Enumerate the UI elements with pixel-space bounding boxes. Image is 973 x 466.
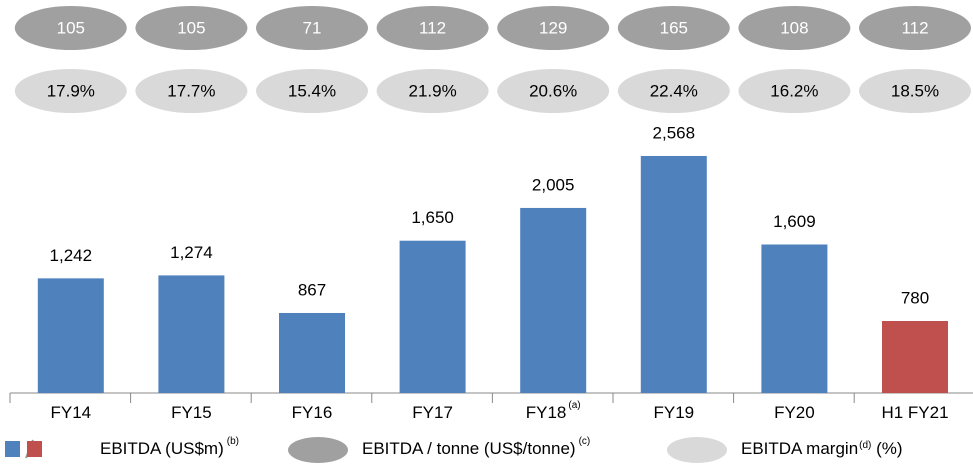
value-label: 780 — [901, 288, 929, 307]
legend-swatch-red — [27, 441, 42, 457]
value-label: 1,609 — [773, 212, 816, 231]
tonne-ellipse — [738, 6, 851, 50]
x-tick-label: FY14 — [50, 403, 91, 422]
bar — [520, 207, 587, 393]
category-note: (a) — [568, 400, 580, 411]
bar — [882, 321, 948, 393]
bar — [158, 275, 225, 393]
tonne-label: 71 — [303, 18, 322, 37]
category: FY19 — [653, 403, 694, 422]
margin-label: 20.6% — [529, 81, 577, 100]
tonne-ellipse — [497, 6, 610, 50]
x-tick-label: FY20 — [774, 403, 815, 422]
margin-ellipse — [617, 69, 730, 113]
tonne-ellipse — [256, 6, 368, 50]
margin-label: 16.2% — [770, 81, 818, 100]
x-tick-label: FY18 (a) — [526, 400, 581, 423]
bar — [399, 240, 466, 393]
margin-ellipse — [376, 69, 489, 113]
margin-ellipse — [135, 69, 248, 113]
value-label: 867 — [298, 280, 326, 299]
value-label: 1,274 — [170, 243, 213, 262]
margin-label: 17.7% — [167, 81, 215, 100]
margin-ellipse — [738, 69, 851, 113]
margin-ellipse — [859, 69, 971, 113]
category: FY17 — [412, 403, 453, 422]
x-tick-label: FY15 — [171, 403, 212, 422]
bar — [640, 155, 707, 393]
category: FY20 — [774, 403, 815, 422]
margin-label: 17.9% — [47, 81, 95, 100]
legend-swatch-margin — [667, 437, 727, 463]
category: FY18 — [526, 403, 567, 422]
tonne-label: 108 — [780, 18, 808, 37]
margin-label: 22.4% — [650, 81, 698, 100]
x-tick-label: FY17 — [412, 403, 453, 422]
category: FY16 — [292, 403, 333, 422]
legend-label: EBITDA margin(d) (%) — [741, 439, 903, 458]
tonne-label: 165 — [660, 18, 688, 37]
tonne-label: 105 — [57, 18, 85, 37]
margin-label: 21.9% — [408, 81, 456, 100]
value-label: 1,650 — [411, 208, 454, 227]
legend-label: EBITDA / tonne (US$/tonne) (c) — [362, 436, 590, 459]
bar — [761, 244, 828, 393]
tonne-label: 112 — [419, 18, 446, 37]
tonne-ellipse — [859, 6, 971, 50]
x-tick-label: H1 FY21 — [881, 403, 948, 422]
tonne-label: 112 — [901, 18, 928, 37]
category: FY15 — [171, 403, 212, 422]
bar — [279, 312, 345, 393]
legend-swatch-blue — [5, 441, 20, 457]
margin-ellipse — [256, 69, 368, 113]
category: H1 FY21 — [881, 403, 948, 422]
tonne-label: 129 — [539, 18, 567, 37]
margin-label: 18.5% — [891, 81, 939, 100]
tonne-ellipse — [376, 6, 489, 50]
margin-ellipse — [497, 69, 610, 113]
tonne-label: 105 — [177, 18, 205, 37]
tonne-ellipse — [617, 6, 730, 50]
x-tick-label: FY16 — [292, 403, 333, 422]
tonne-ellipse — [14, 6, 127, 50]
value-label: 2,005 — [532, 175, 575, 194]
value-label: 2,568 — [653, 123, 696, 142]
tonne-ellipse — [135, 6, 248, 50]
margin-label: 15.4% — [288, 81, 336, 100]
x-tick-label: FY19 — [653, 403, 694, 422]
bar — [37, 278, 104, 393]
legend-swatch-tonne — [288, 437, 348, 463]
margin-ellipse — [14, 69, 127, 113]
value-label: 1,242 — [50, 246, 93, 265]
category: FY14 — [50, 403, 91, 422]
legend-label: EBITDA (US$m) (b) — [100, 436, 239, 459]
